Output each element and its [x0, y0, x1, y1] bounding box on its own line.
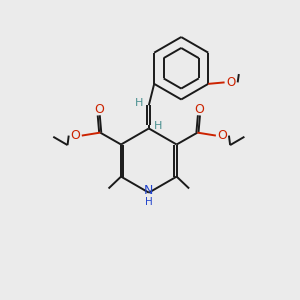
Text: O: O	[194, 103, 204, 116]
Text: O: O	[70, 129, 80, 142]
Text: O: O	[226, 76, 236, 89]
Text: O: O	[94, 103, 104, 116]
Text: H: H	[154, 122, 163, 131]
Text: H: H	[145, 197, 153, 207]
Text: N: N	[144, 184, 154, 197]
Text: O: O	[218, 129, 227, 142]
Text: H: H	[135, 98, 143, 108]
